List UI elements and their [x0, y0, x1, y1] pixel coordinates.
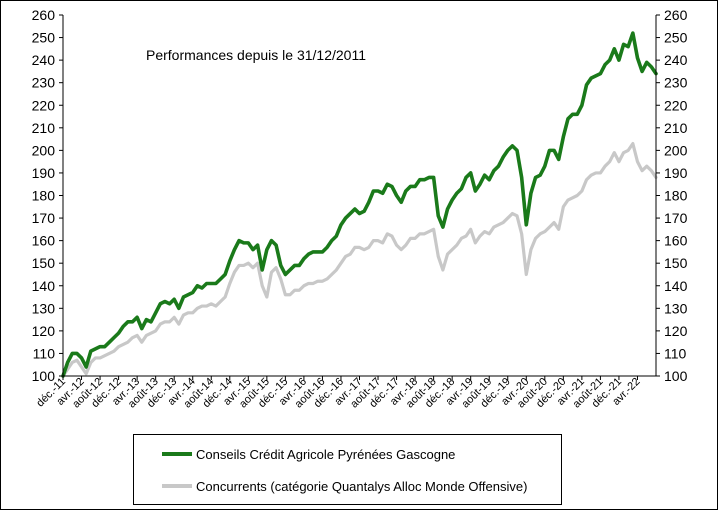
legend-label-series-1: Conseils Crédit Agricole Pyrénées Gascog… — [196, 446, 456, 462]
y-tick-label-right: 170 — [664, 210, 688, 226]
y-tick-label-left: 220 — [32, 97, 56, 113]
legend-item-series-2: Concurrents (catégorie Quantalys Alloc M… — [162, 478, 527, 494]
chart-title: Performances depuis le 31/12/2011 — [146, 47, 366, 63]
y-tick-label-right: 200 — [664, 142, 688, 158]
y-tick-label-right: 240 — [664, 52, 688, 68]
series-layer — [61, 31, 658, 378]
y-tick-label-left: 260 — [32, 7, 56, 23]
y-tick-label-left: 230 — [32, 75, 56, 91]
y-tick-label-right: 180 — [664, 188, 688, 204]
y-tick-label-right: 130 — [664, 300, 688, 316]
y-tick-label-left: 250 — [32, 30, 56, 46]
y-tick-label-right: 140 — [664, 278, 688, 294]
axes: 100 100 110 110 120 120 130 130 140 140 150 150 160 1… — [32, 7, 688, 411]
y-tick-label-right: 150 — [664, 255, 688, 271]
series-line-2 — [61, 142, 658, 378]
y-tick-label-left: 150 — [32, 255, 56, 271]
series-line-1 — [61, 31, 658, 378]
y-tick-label-left: 130 — [32, 300, 56, 316]
y-tick-label-left: 140 — [32, 278, 56, 294]
y-tick-label-left: 240 — [32, 52, 56, 68]
y-tick-label-left: 160 — [32, 233, 56, 249]
legend-swatch-series-1 — [162, 452, 192, 456]
y-tick-label-left: 170 — [32, 210, 56, 226]
y-tick-label-right: 110 — [664, 345, 687, 361]
y-tick-label-left: 210 — [32, 120, 56, 136]
y-tick-label-right: 210 — [664, 120, 688, 136]
y-tick-label-right: 160 — [664, 233, 688, 249]
y-tick-label-left: 200 — [32, 142, 56, 158]
y-tick-label-right: 260 — [664, 7, 688, 23]
y-tick-label-left: 120 — [32, 323, 56, 339]
legend-item-series-1: Conseils Crédit Agricole Pyrénées Gascog… — [162, 446, 455, 462]
legend-swatch-series-2 — [162, 484, 192, 488]
y-tick-label-left: 180 — [32, 188, 56, 204]
y-tick-label-right: 250 — [664, 30, 688, 46]
y-tick-label-left: 110 — [33, 345, 56, 361]
y-tick-label-right: 120 — [664, 323, 688, 339]
y-tick-label-right: 190 — [664, 165, 688, 181]
legend: Conseils Crédit Agricole Pyrénées Gascog… — [133, 434, 562, 505]
legend-label-series-2: Concurrents (catégorie Quantalys Alloc M… — [196, 478, 528, 494]
y-tick-label-right: 100 — [664, 368, 688, 384]
y-tick-label-left: 190 — [32, 165, 56, 181]
y-tick-label-left: 100 — [32, 368, 56, 384]
y-tick-label-right: 230 — [664, 75, 688, 91]
y-tick-label-right: 220 — [664, 97, 688, 113]
